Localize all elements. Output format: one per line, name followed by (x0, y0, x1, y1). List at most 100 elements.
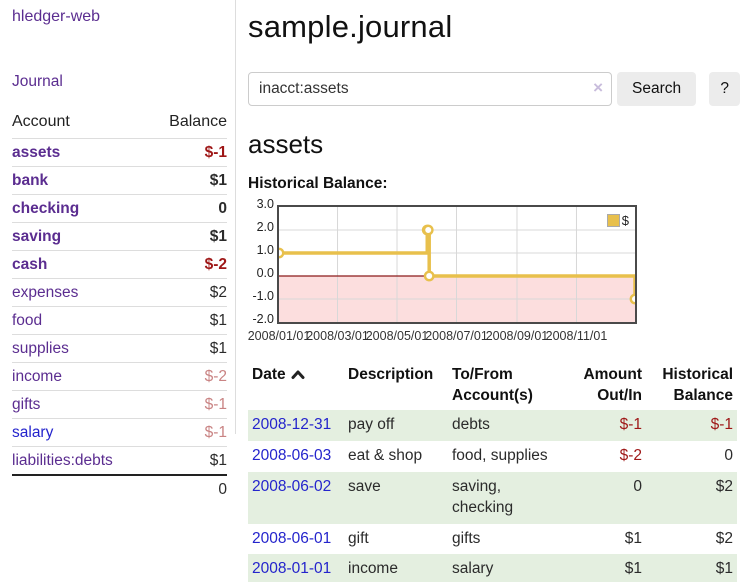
chart-plot-area: $ (277, 205, 637, 324)
y-tick-label: 3.0 (256, 197, 274, 211)
account-link-salary[interactable]: salary (12, 423, 54, 441)
account-name-cell: income (12, 362, 149, 391)
main-content: sample.journal × Search ? assets Histori… (248, 0, 742, 582)
column-header-label: Description (348, 366, 434, 383)
account-link-income[interactable]: income (12, 367, 62, 385)
transaction-date-link[interactable]: 2008-06-03 (252, 446, 332, 464)
account-name-cell: gifts (12, 390, 149, 419)
account-name-cell: saving (12, 222, 149, 251)
account-row: gifts $-1 (12, 390, 227, 419)
app-title-link[interactable]: hledger-web (12, 8, 101, 25)
clear-search-icon[interactable]: × (593, 78, 603, 97)
transaction-description: eat & shop (348, 446, 423, 464)
chart-label: Historical Balance: (248, 175, 388, 192)
account-link-gifts[interactable]: gifts (12, 395, 41, 413)
column-header-date[interactable]: Date (248, 362, 344, 410)
column-header-to-from-account-s-: To/From Account(s) (448, 362, 564, 410)
chart-legend: $ (606, 213, 629, 228)
transaction-date-link[interactable]: 2008-01-01 (252, 560, 332, 578)
accounts-header-balance: Balance (169, 113, 227, 130)
accounts-total-value: 0 (148, 474, 227, 503)
transaction-row: 2008-06-01 gift gifts $1 $2 (248, 524, 737, 555)
transaction-row: 2008-06-03 eat & shop food, supplies $-2 0 (248, 441, 737, 472)
page-title: sample.journal (248, 9, 453, 44)
account-row: liabilities:debts $1 (12, 446, 227, 475)
transaction-amount: $-1 (619, 415, 642, 433)
account-link-liabilities-debts[interactable]: liabilities:debts (12, 451, 113, 469)
account-link-expenses[interactable]: expenses (12, 283, 79, 301)
transaction-date-cell: 2008-06-01 (248, 524, 344, 555)
account-row: cash $-2 (12, 250, 227, 279)
account-balance: $-2 (148, 250, 227, 279)
account-balance: $-1 (148, 390, 227, 419)
column-header-label: Date (252, 366, 286, 383)
account-balance: $-1 (148, 418, 227, 447)
search-button[interactable]: Search (617, 72, 697, 106)
account-name-cell: assets (12, 138, 149, 167)
transaction-date-cell: 2008-01-01 (248, 554, 344, 582)
account-balance: 0 (148, 194, 227, 223)
account-link-saving[interactable]: saving (12, 227, 62, 245)
column-header-label: To/From Account(s) (452, 366, 533, 404)
transaction-description: income (348, 560, 398, 578)
search-box: × (248, 72, 612, 106)
column-header-label: Amount Out/In (583, 366, 642, 404)
transaction-date-cell: 2008-06-02 (248, 472, 344, 524)
account-link-cash[interactable]: cash (12, 255, 48, 273)
column-header-historical-balance: Historical Balance (646, 362, 737, 410)
account-name-cell: bank (12, 166, 149, 195)
column-header-label: Historical Balance (662, 366, 733, 404)
transaction-description: pay off (348, 415, 395, 433)
account-balance: $-1 (148, 138, 227, 167)
x-tick-label: 2008/07/01 (425, 329, 488, 343)
column-header-description: Description (344, 362, 448, 410)
transaction-date-cell: 2008-06-03 (248, 441, 344, 472)
transaction-date-link[interactable]: 2008-06-01 (252, 529, 332, 547)
account-balance: $1 (148, 222, 227, 251)
accounts-total-spacer (12, 474, 149, 503)
transaction-row: 2008-01-01 income salary $1 $1 (248, 554, 737, 582)
transaction-rows: 2008-12-31 pay off debts $-1 $-1 2008-06-03 ea… (248, 409, 737, 582)
account-name-cell: checking (12, 194, 149, 223)
sidebar-item-journal[interactable]: Journal (12, 73, 63, 90)
transaction-amount: $-2 (619, 446, 642, 464)
x-tick-label: 2008/05/01 (365, 329, 429, 343)
transaction-date-link[interactable]: 2008-12-31 (252, 415, 332, 433)
transaction-date-link[interactable]: 2008-06-02 (252, 477, 332, 495)
search-input[interactable] (248, 72, 612, 106)
account-name-cell: supplies (12, 334, 149, 363)
account-row: checking 0 (12, 194, 227, 223)
account-balance: $1 (148, 446, 227, 475)
account-balance: $2 (148, 278, 227, 307)
account-balance: $1 (148, 166, 227, 195)
account-link-assets[interactable]: assets (12, 143, 61, 161)
transaction-amount: 0 (633, 477, 642, 495)
y-tick-label: 0.0 (256, 266, 274, 280)
account-link-bank[interactable]: bank (12, 171, 49, 189)
account-link-food[interactable]: food (12, 311, 43, 329)
account-row: saving $1 (12, 222, 227, 251)
y-tick-label: -2.0 (252, 312, 274, 326)
account-row: food $1 (12, 306, 227, 335)
data-point-marker (422, 224, 434, 236)
account-section-title: assets (248, 129, 324, 159)
account-balance: $-2 (148, 362, 227, 391)
help-button[interactable]: ? (709, 72, 741, 106)
account-name-cell: cash (12, 250, 149, 279)
balance-chart-svg (279, 207, 635, 322)
transaction-description: gift (348, 529, 369, 547)
account-link-checking[interactable]: checking (12, 199, 80, 217)
transaction-balance: 0 (724, 446, 733, 464)
sidebar-divider (235, 0, 236, 434)
accounts-total-row: 0 (12, 474, 227, 503)
data-point-marker (279, 247, 285, 259)
transaction-description: save (348, 477, 381, 495)
account-link-supplies[interactable]: supplies (12, 339, 69, 357)
y-tick-label: 2.0 (256, 220, 274, 234)
transaction-accounts: food, supplies (452, 446, 548, 464)
transaction-accounts: debts (452, 415, 490, 433)
account-name-cell: food (12, 306, 149, 335)
account-row: bank $1 (12, 166, 227, 195)
data-point-marker (629, 293, 635, 305)
x-tick-label: 2008/01/01 (247, 329, 311, 343)
